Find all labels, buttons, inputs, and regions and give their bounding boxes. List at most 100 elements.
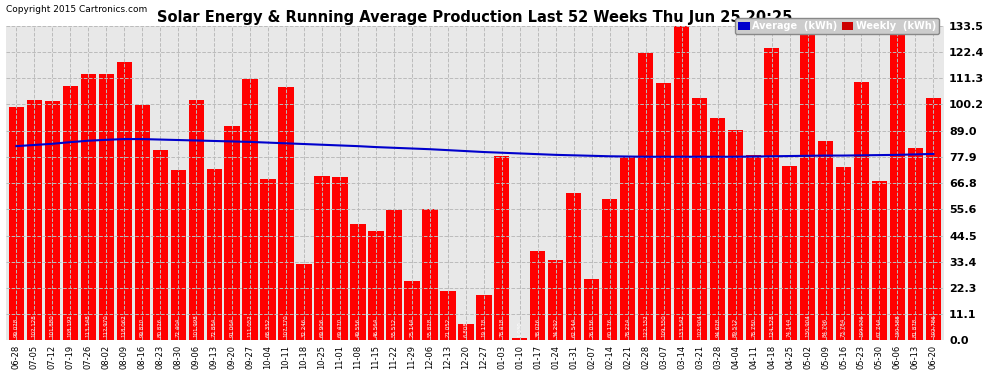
Text: 62.544: 62.544 (571, 318, 576, 337)
Text: Copyright 2015 Cartronics.com: Copyright 2015 Cartronics.com (6, 4, 147, 13)
Bar (531, 251, 545, 340)
Text: 111.052: 111.052 (248, 314, 252, 337)
Bar (117, 63, 132, 340)
Text: 34.292: 34.292 (553, 318, 558, 337)
Text: 1.030: 1.030 (518, 321, 523, 337)
Bar (782, 166, 797, 340)
Text: 112.970: 112.970 (104, 314, 109, 337)
Bar (728, 130, 743, 340)
Text: 49.556: 49.556 (355, 318, 360, 337)
Bar (243, 79, 257, 340)
Text: 78.224: 78.224 (626, 318, 631, 337)
Legend: Average  (kWh), Weekly  (kWh): Average (kWh), Weekly (kWh) (735, 18, 940, 34)
Bar (207, 169, 222, 340)
Title: Solar Energy & Running Average Production Last 52 Weeks Thu Jun 25 20:25: Solar Energy & Running Average Productio… (157, 10, 793, 25)
Bar (225, 126, 240, 341)
Text: 26.036: 26.036 (589, 318, 594, 337)
Text: 21.052: 21.052 (446, 318, 450, 337)
Bar (926, 98, 941, 340)
Text: 73.784: 73.784 (842, 318, 846, 337)
Bar (188, 100, 204, 340)
Bar (296, 264, 312, 340)
Bar (423, 209, 438, 340)
Text: 109.350: 109.350 (661, 314, 666, 337)
Text: 107.770: 107.770 (283, 314, 288, 337)
Bar (853, 82, 869, 340)
Bar (836, 166, 851, 340)
Bar (99, 74, 114, 340)
Text: 68.352: 68.352 (265, 318, 270, 337)
Bar (908, 148, 923, 340)
Text: 80.826: 80.826 (157, 318, 162, 337)
Bar (639, 53, 653, 340)
Bar (494, 156, 510, 340)
Bar (45, 100, 60, 340)
Bar (135, 105, 149, 340)
Bar (404, 281, 420, 340)
Text: 122.152: 122.152 (644, 314, 648, 337)
Bar (620, 156, 636, 340)
Text: 102.904: 102.904 (697, 314, 702, 337)
Text: 99.820: 99.820 (140, 318, 145, 337)
Text: 91.064: 91.064 (230, 318, 235, 337)
Text: 81.878: 81.878 (913, 318, 918, 337)
Text: 89.512: 89.512 (734, 318, 739, 337)
Text: 25.144: 25.144 (410, 318, 415, 337)
Text: 74.144: 74.144 (787, 318, 792, 337)
Text: 101.998: 101.998 (194, 314, 199, 337)
Text: 109.936: 109.936 (859, 314, 864, 337)
Bar (584, 279, 599, 340)
Bar (152, 150, 168, 340)
Bar (674, 26, 689, 340)
Text: 113.348: 113.348 (86, 314, 91, 337)
Bar (62, 86, 78, 340)
Bar (764, 48, 779, 340)
Text: 99.028: 99.028 (14, 318, 19, 337)
Text: 78.780: 78.780 (751, 318, 756, 337)
Bar (9, 107, 24, 340)
Text: 6.808: 6.808 (463, 321, 468, 337)
Text: 38.026: 38.026 (536, 318, 541, 337)
Text: 69.906: 69.906 (320, 318, 325, 337)
Bar (818, 141, 834, 340)
Text: 55.512: 55.512 (391, 318, 396, 337)
Text: 46.564: 46.564 (373, 318, 378, 337)
Bar (656, 83, 671, 340)
Text: 84.796: 84.796 (823, 318, 828, 337)
Bar (441, 291, 455, 340)
Text: 133.542: 133.542 (679, 314, 684, 337)
Text: 124.328: 124.328 (769, 314, 774, 337)
Bar (458, 324, 473, 340)
Text: 118.062: 118.062 (122, 314, 127, 337)
Bar (745, 155, 761, 340)
Bar (872, 181, 887, 340)
Bar (350, 224, 365, 340)
Bar (692, 98, 707, 340)
Text: 78.418: 78.418 (499, 318, 504, 337)
Text: 102.128: 102.128 (32, 314, 37, 337)
Bar (710, 118, 726, 340)
Bar (278, 87, 294, 340)
Bar (548, 260, 563, 340)
Bar (80, 74, 96, 340)
Bar (476, 295, 491, 340)
Text: 72.884: 72.884 (212, 318, 217, 337)
Bar (368, 231, 383, 340)
Bar (27, 100, 42, 340)
Text: 60.176: 60.176 (607, 318, 612, 337)
Bar (333, 177, 347, 340)
Text: 32.246: 32.246 (302, 318, 307, 337)
Text: 101.880: 101.880 (50, 314, 54, 337)
Text: 94.628: 94.628 (715, 318, 720, 337)
Bar (386, 210, 402, 340)
Bar (602, 199, 618, 340)
Bar (315, 176, 330, 340)
Bar (566, 193, 581, 340)
Text: 130.904: 130.904 (805, 314, 810, 337)
Text: 130.588: 130.588 (895, 314, 900, 337)
Text: 55.828: 55.828 (428, 318, 433, 337)
Text: 69.470: 69.470 (338, 318, 343, 337)
Text: 108.192: 108.192 (67, 314, 73, 337)
Bar (512, 338, 528, 340)
Text: 102.786: 102.786 (931, 314, 936, 337)
